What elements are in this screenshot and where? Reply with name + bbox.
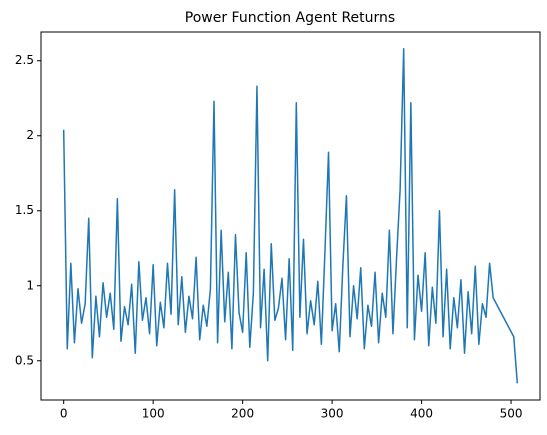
y-tick-label: 2.5	[15, 53, 34, 67]
x-tick-label: 500	[500, 407, 523, 421]
chart-title: Power Function Agent Returns	[185, 10, 395, 26]
x-tick-label: 0	[60, 407, 68, 421]
y-tick-label: 1.5	[15, 203, 34, 217]
y-tick-label: 0.5	[15, 353, 34, 367]
x-tick-label: 100	[142, 407, 165, 421]
x-tick-label: 200	[231, 407, 254, 421]
x-tick-label: 300	[321, 407, 344, 421]
axes-frame	[40, 31, 541, 401]
data-line	[62, 47, 519, 384]
x-tick-label: 400	[410, 407, 433, 421]
y-tick-label: 1	[26, 278, 34, 292]
y-tick-label: 2	[26, 128, 34, 142]
